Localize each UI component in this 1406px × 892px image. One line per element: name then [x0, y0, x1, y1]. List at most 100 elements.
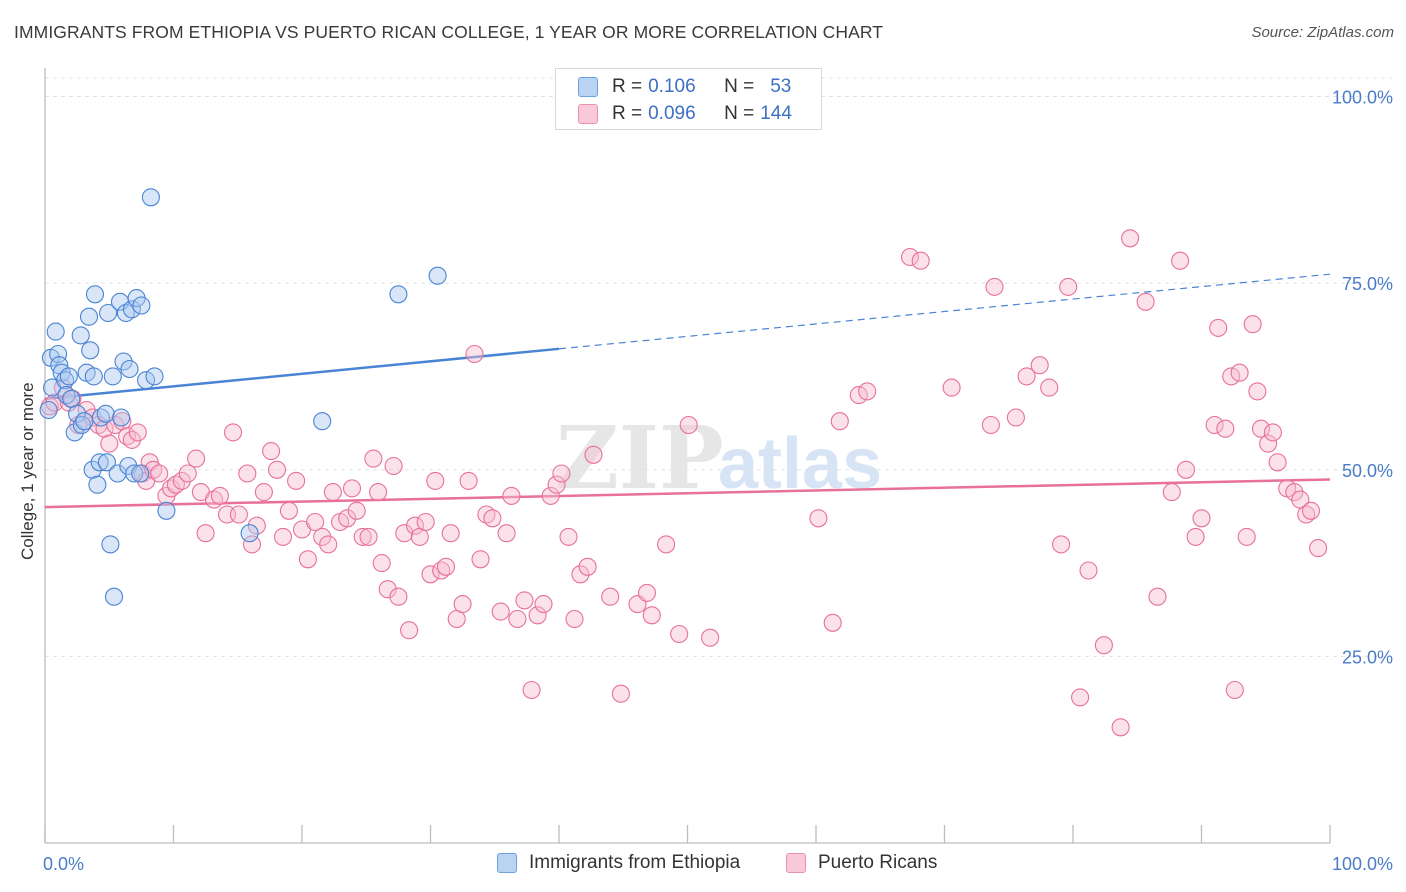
bottom-legend-label: Immigrants from Ethiopia — [529, 852, 741, 873]
puerto-ricans-point — [196, 524, 215, 543]
bottom-legend-swatch-blue — [497, 853, 517, 873]
puerto-ricans-point — [1186, 527, 1205, 546]
ethiopia-point — [120, 359, 139, 379]
bottom-legend-swatch-pink — [786, 853, 806, 873]
puerto-ricans-point — [900, 247, 920, 267]
puerto-ricans-point — [319, 535, 338, 554]
ethiopia-point — [125, 464, 144, 483]
source-credit: Source: ZipAtlas.com — [1251, 24, 1394, 41]
ethiopia-point — [99, 303, 118, 323]
puerto-ricans-point — [254, 483, 273, 502]
puerto-ricans-point — [1094, 636, 1113, 655]
ethiopia-point — [112, 408, 131, 427]
puerto-ricans-point — [1171, 251, 1190, 270]
ethiopia-point — [240, 524, 259, 543]
puerto-ricans-point — [601, 587, 620, 606]
puerto-ricans-point — [1017, 367, 1036, 386]
legend-r-label: R = — [612, 76, 643, 97]
legend-n-value: 144 — [760, 103, 792, 124]
puerto-ricans-point — [611, 684, 630, 703]
ethiopia-point — [131, 464, 150, 483]
puerto-ricans-point — [1059, 277, 1078, 296]
puerto-ricans-point — [679, 415, 698, 435]
puerto-ricans-point — [1263, 423, 1282, 442]
puerto-ricans-point — [1205, 415, 1224, 435]
legend-n-label: N = — [724, 103, 755, 124]
puerto-ricans-point — [122, 430, 141, 449]
puerto-ricans-point — [262, 442, 281, 461]
puerto-ricans-point — [515, 591, 534, 610]
legend-row-puerto-ricans: R = 0.096 N = 144 — [578, 102, 792, 126]
puerto-ricans-point — [313, 527, 332, 546]
bottom-legend-label: Puerto Ricans — [818, 852, 938, 873]
ethiopia-point — [137, 371, 156, 390]
chart-title: IMMIGRANTS FROM ETHIOPIA VS PUERTO RICAN… — [14, 22, 884, 42]
series-immigrants-from-ethiopia — [39, 188, 447, 606]
puerto-ricans-point — [238, 464, 257, 483]
puerto-ricans-point — [453, 595, 472, 614]
puerto-ricans-point — [279, 501, 298, 520]
puerto-ricans-point — [1192, 509, 1211, 528]
puerto-ricans-point — [809, 509, 828, 528]
puerto-ricans-point — [353, 527, 372, 546]
puerto-ricans-point — [559, 527, 578, 546]
puerto-ricans-point — [436, 557, 456, 576]
puerto-ricans-point — [1121, 229, 1140, 248]
puerto-ricans-point — [565, 609, 584, 629]
puerto-ricans-point — [911, 251, 930, 270]
puerto-ricans-point — [483, 509, 502, 528]
puerto-ricans-point — [1006, 408, 1025, 427]
trend-lines — [44, 273, 1331, 509]
puerto-ricans-point — [298, 550, 317, 569]
puerto-ricans-point — [637, 583, 657, 602]
puerto-ricans-point — [981, 415, 1000, 435]
y-tick-label: 25.0% — [1342, 647, 1393, 667]
puerto-ricans-point — [1237, 527, 1256, 546]
trend-line-ethiopia-extension — [558, 273, 1331, 350]
ethiopia-point — [71, 326, 90, 345]
legend-n-value: 53 — [770, 76, 792, 97]
ethiopia-point — [79, 307, 99, 326]
puerto-ricans-point — [1111, 718, 1130, 737]
puerto-ricans-point — [1176, 460, 1196, 479]
puerto-ricans-point — [1309, 539, 1328, 558]
puerto-ricans-point — [178, 464, 197, 483]
ethiopia-point — [84, 367, 103, 386]
bottom-legend-ethiopia: Immigrants from Ethiopia — [497, 852, 740, 874]
puerto-ricans-point — [459, 471, 478, 490]
ethiopia-point — [313, 412, 332, 431]
puerto-ricans-point — [1230, 363, 1249, 382]
ethiopia-point — [59, 367, 78, 386]
y-axis-label: College, 1 year or more — [18, 382, 37, 560]
puerto-ricans-point — [287, 471, 306, 490]
puerto-ricans-point — [426, 471, 445, 490]
puerto-ricans-point — [172, 471, 191, 490]
puerto-ricans-point — [465, 344, 484, 364]
puerto-ricans-point — [642, 606, 661, 625]
puerto-ricans-point — [528, 606, 547, 625]
puerto-ricans-point — [508, 609, 527, 629]
puerto-ricans-point — [657, 535, 676, 554]
ethiopia-point — [104, 587, 124, 606]
puerto-ricans-point — [364, 449, 383, 468]
puerto-ricans-point — [1216, 419, 1235, 438]
puerto-ricans-point — [150, 464, 169, 483]
ethiopia-point — [75, 412, 94, 431]
puerto-ricans-point — [1030, 356, 1049, 375]
legend-n-label: N = — [724, 76, 755, 97]
puerto-ricans-point — [378, 580, 397, 599]
puerto-ricans-point — [1248, 382, 1267, 401]
puerto-ricans-point — [242, 535, 262, 554]
puerto-ricans-point — [323, 483, 342, 502]
puerto-ricans-point — [584, 445, 603, 464]
puerto-ricans-point — [1301, 501, 1321, 520]
ethiopia-point — [96, 404, 115, 423]
x-tick-label: 100.0% — [1332, 854, 1393, 874]
ethiopia-point — [101, 535, 120, 554]
ethiopia-point — [103, 367, 122, 386]
y-tick-label: 75.0% — [1342, 274, 1393, 294]
ethiopia-point — [88, 475, 107, 494]
puerto-ricans-point — [1225, 680, 1244, 700]
puerto-ricans-point — [823, 613, 842, 632]
